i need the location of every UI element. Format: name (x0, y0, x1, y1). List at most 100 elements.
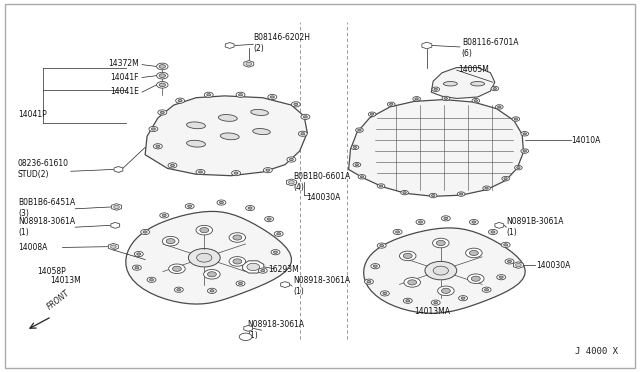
Ellipse shape (220, 133, 239, 140)
Polygon shape (244, 61, 253, 67)
Circle shape (358, 129, 361, 131)
Circle shape (137, 253, 141, 255)
Ellipse shape (187, 122, 205, 129)
Circle shape (459, 296, 467, 301)
Text: N08918-3061A
(1): N08918-3061A (1) (18, 217, 75, 237)
Circle shape (162, 214, 166, 217)
Circle shape (466, 248, 482, 258)
Text: B08116-6701A
(6): B08116-6701A (6) (462, 38, 518, 58)
Circle shape (234, 172, 238, 174)
Polygon shape (225, 42, 234, 48)
Circle shape (442, 216, 451, 221)
Circle shape (229, 233, 246, 242)
Polygon shape (280, 282, 289, 288)
Text: 14013M: 14013M (50, 276, 81, 285)
Circle shape (461, 297, 465, 299)
Circle shape (508, 260, 511, 263)
Text: 14372M: 14372M (108, 60, 139, 68)
Circle shape (429, 193, 437, 198)
Circle shape (157, 81, 168, 88)
Circle shape (482, 287, 491, 292)
Text: 140030A: 140030A (536, 260, 570, 270)
Circle shape (166, 238, 175, 244)
Circle shape (515, 263, 521, 267)
Circle shape (196, 253, 212, 262)
Text: 14041P: 14041P (18, 110, 47, 119)
Circle shape (469, 250, 478, 256)
Circle shape (188, 248, 220, 267)
Circle shape (474, 100, 477, 102)
Circle shape (159, 74, 166, 77)
Circle shape (501, 242, 510, 247)
Circle shape (351, 145, 359, 150)
Circle shape (247, 263, 260, 270)
Circle shape (512, 117, 520, 121)
Circle shape (358, 174, 366, 179)
Circle shape (393, 230, 402, 235)
Circle shape (159, 83, 166, 87)
Ellipse shape (251, 109, 268, 115)
Circle shape (383, 292, 387, 295)
Circle shape (403, 192, 406, 193)
Circle shape (207, 94, 211, 96)
Circle shape (495, 105, 503, 109)
Circle shape (353, 147, 356, 148)
Circle shape (160, 111, 164, 113)
Circle shape (267, 218, 271, 220)
Circle shape (371, 264, 380, 269)
Circle shape (434, 301, 438, 304)
Circle shape (200, 228, 209, 233)
Circle shape (135, 266, 139, 269)
Circle shape (403, 253, 412, 259)
Circle shape (239, 333, 252, 340)
Circle shape (204, 92, 213, 97)
Polygon shape (243, 261, 264, 273)
Polygon shape (422, 42, 432, 49)
Circle shape (157, 72, 168, 79)
Circle shape (505, 259, 514, 264)
Circle shape (169, 264, 185, 273)
Circle shape (493, 87, 497, 90)
Text: 14005M: 14005M (459, 64, 490, 74)
Circle shape (207, 288, 216, 294)
Circle shape (259, 268, 268, 273)
Circle shape (246, 205, 255, 211)
Circle shape (399, 251, 416, 261)
Circle shape (160, 213, 169, 218)
Circle shape (406, 299, 410, 302)
Circle shape (431, 300, 440, 305)
Circle shape (436, 240, 445, 246)
Circle shape (274, 231, 283, 236)
Polygon shape (431, 68, 495, 99)
Circle shape (521, 149, 529, 153)
Circle shape (301, 114, 310, 119)
Circle shape (438, 286, 454, 296)
Circle shape (371, 113, 374, 115)
Circle shape (298, 131, 307, 137)
Circle shape (367, 280, 371, 283)
Polygon shape (145, 96, 307, 176)
Circle shape (433, 238, 449, 248)
Circle shape (488, 230, 497, 235)
Circle shape (504, 244, 508, 246)
Circle shape (210, 290, 214, 292)
Circle shape (380, 185, 383, 187)
Circle shape (497, 275, 506, 280)
Polygon shape (495, 222, 504, 228)
Polygon shape (349, 100, 524, 196)
Circle shape (521, 132, 529, 136)
Circle shape (152, 128, 156, 130)
Polygon shape (287, 179, 296, 186)
Circle shape (157, 63, 168, 70)
Text: 14041F: 14041F (110, 73, 139, 81)
Circle shape (469, 219, 478, 225)
Ellipse shape (253, 129, 270, 135)
Text: 08236-61610
STUD(2): 08236-61610 STUD(2) (18, 159, 69, 180)
Text: 16293M: 16293M (268, 265, 299, 274)
Circle shape (114, 205, 120, 209)
Circle shape (355, 164, 358, 166)
Circle shape (287, 157, 296, 162)
Text: N08918-3061A
(1): N08918-3061A (1) (293, 276, 351, 296)
Circle shape (159, 65, 166, 68)
Polygon shape (364, 228, 525, 313)
